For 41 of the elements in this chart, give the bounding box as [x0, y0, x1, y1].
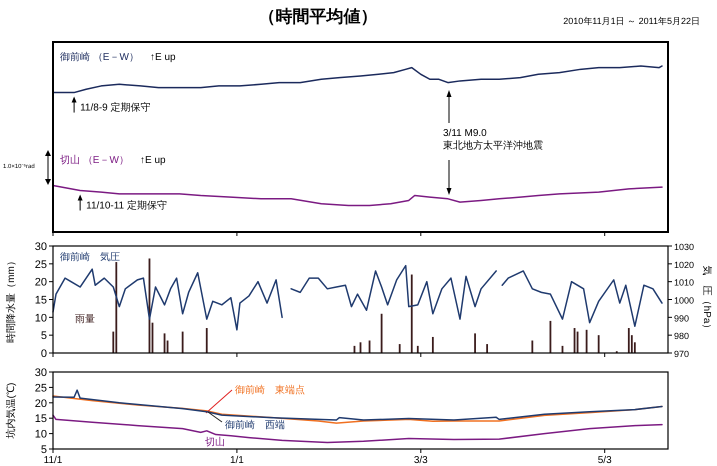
y-tick-label: 30 [34, 367, 47, 379]
chart-subtitle: 2010年11月1日 ～ 2011年5月22日 [563, 16, 700, 26]
y2-tick-label: 1020 [674, 260, 694, 270]
y-tick-label: 15 [34, 413, 47, 426]
text: 切山 （E－W） [60, 154, 129, 166]
y2-tick-label: 1000 [674, 296, 694, 306]
x-tick-label: 11/1 [44, 455, 63, 466]
series-label: 御前崎 気圧 [60, 251, 120, 263]
annotation: 11/8-9 定期保守 [80, 102, 150, 114]
annotation: 11/10-11 定期保守 [86, 200, 167, 212]
annotation: 3/11 M9.0 東北地方太平洋沖地震 [443, 128, 543, 152]
y2-tick-label: 970 [674, 349, 690, 359]
y-tick-label: 0 [40, 348, 47, 360]
x-tick-label: 5/3 [598, 455, 612, 466]
series-label: 御前崎 西端 [225, 419, 285, 431]
y-tick-label: 25 [34, 258, 47, 271]
series-label: 切山 [205, 436, 225, 448]
chart-title: （時間平均値） [258, 7, 378, 26]
text: 御前崎 （E－W） [60, 51, 139, 63]
y2-tick-label: 980 [674, 331, 690, 342]
series-label: 雨量 [75, 314, 95, 325]
y-tick-label: 5 [40, 444, 47, 456]
y2-tick-label: 1030 [674, 242, 694, 252]
x-tick-label: 3/3 [414, 455, 428, 466]
x-tick-label: 1/1 [230, 455, 244, 466]
y-tick-label: 25 [34, 382, 47, 394]
y-tick-label: 20 [34, 398, 47, 410]
y-tick-label: 15 [34, 294, 47, 306]
series-label: 御前崎 東端点 [235, 384, 305, 396]
text: ↑E up [150, 52, 176, 63]
y-tick-label: 5 [40, 330, 47, 342]
y-axis-title: 時間降水量（mm） [5, 256, 17, 343]
y-tick-label: 30 [34, 241, 47, 253]
y-tick-label: 10 [34, 428, 47, 441]
y2-tick-label: 990 [674, 313, 690, 324]
y-tick-label: 10 [34, 312, 47, 324]
y-axis-title: 坑内気温(℃) [5, 382, 17, 440]
y2-axis-title: 気 圧（hPa） [701, 266, 712, 334]
y2-tick-label: 1010 [674, 278, 694, 288]
annotation: ↑E up [140, 155, 166, 166]
y-tick-label: 20 [34, 276, 47, 289]
